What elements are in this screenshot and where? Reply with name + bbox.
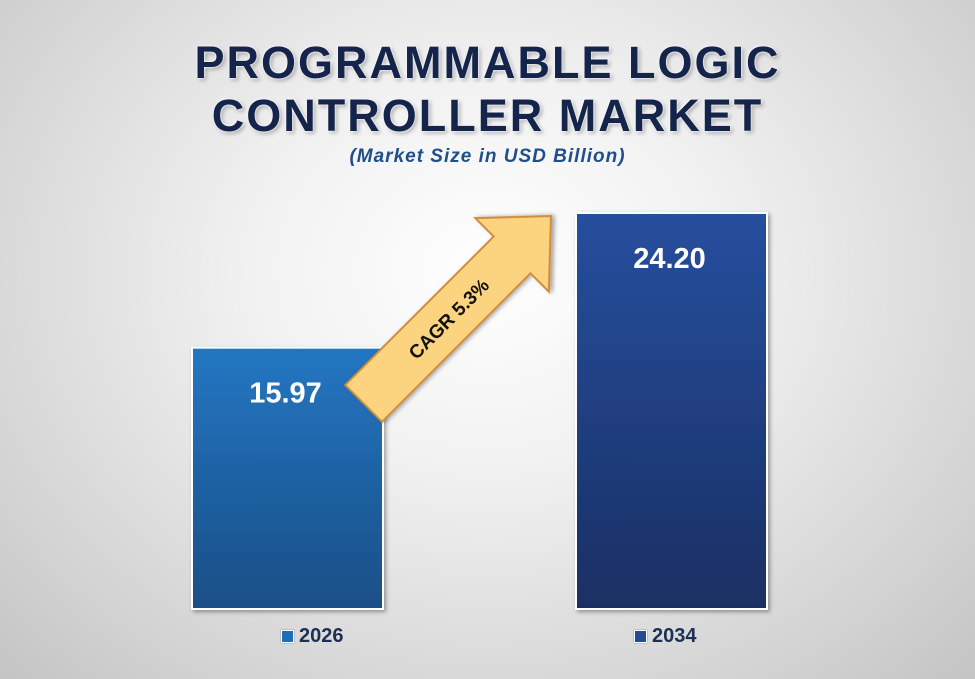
- data-label-2034: 24.20: [633, 243, 706, 275]
- cagr-arrow-shape: [343, 214, 553, 424]
- chart-title-line-1: PROGRAMMABLE LOGIC: [194, 37, 781, 88]
- bar-2034: [575, 212, 768, 610]
- cagr-arrow: CAGR 5.3%: [343, 214, 553, 424]
- legend-item-2026: 2026: [281, 625, 344, 648]
- legend-label-2034: 2034: [652, 625, 697, 647]
- legend-label-2026: 2026: [299, 625, 344, 647]
- legend-item-2034: 2034: [634, 625, 697, 648]
- chart-subtitle: (Market Size in USD Billion): [349, 146, 626, 167]
- data-label-2026: 15.97: [249, 378, 322, 410]
- legend-swatch-2034: [634, 630, 647, 643]
- chart-title-line-2: CONTROLLER MARKET: [211, 90, 764, 141]
- legend-swatch-2026: [281, 630, 294, 643]
